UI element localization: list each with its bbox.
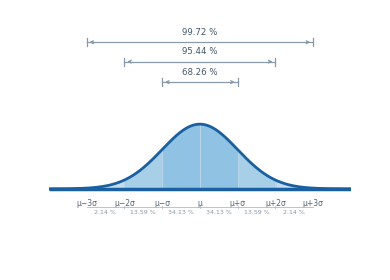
- Text: μ+3σ: μ+3σ: [303, 199, 324, 207]
- Text: μ: μ: [197, 199, 202, 207]
- Text: μ−2σ: μ−2σ: [114, 199, 135, 207]
- Text: 2.14 %: 2.14 %: [284, 210, 305, 215]
- Text: μ−σ: μ−σ: [154, 199, 170, 207]
- Text: 34.13 %: 34.13 %: [168, 210, 194, 215]
- Text: μ+2σ: μ+2σ: [265, 199, 286, 207]
- Text: 2.14 %: 2.14 %: [94, 210, 116, 215]
- Text: 34.13 %: 34.13 %: [206, 210, 232, 215]
- Text: 13.59 %: 13.59 %: [244, 210, 269, 215]
- Text: μ−3σ: μ−3σ: [76, 199, 97, 207]
- Text: 95.44 %: 95.44 %: [182, 47, 218, 56]
- Text: 68.26 %: 68.26 %: [182, 68, 218, 77]
- Text: 99.72 %: 99.72 %: [182, 28, 218, 37]
- Text: 13.59 %: 13.59 %: [130, 210, 156, 215]
- Text: μ+σ: μ+σ: [230, 199, 246, 207]
